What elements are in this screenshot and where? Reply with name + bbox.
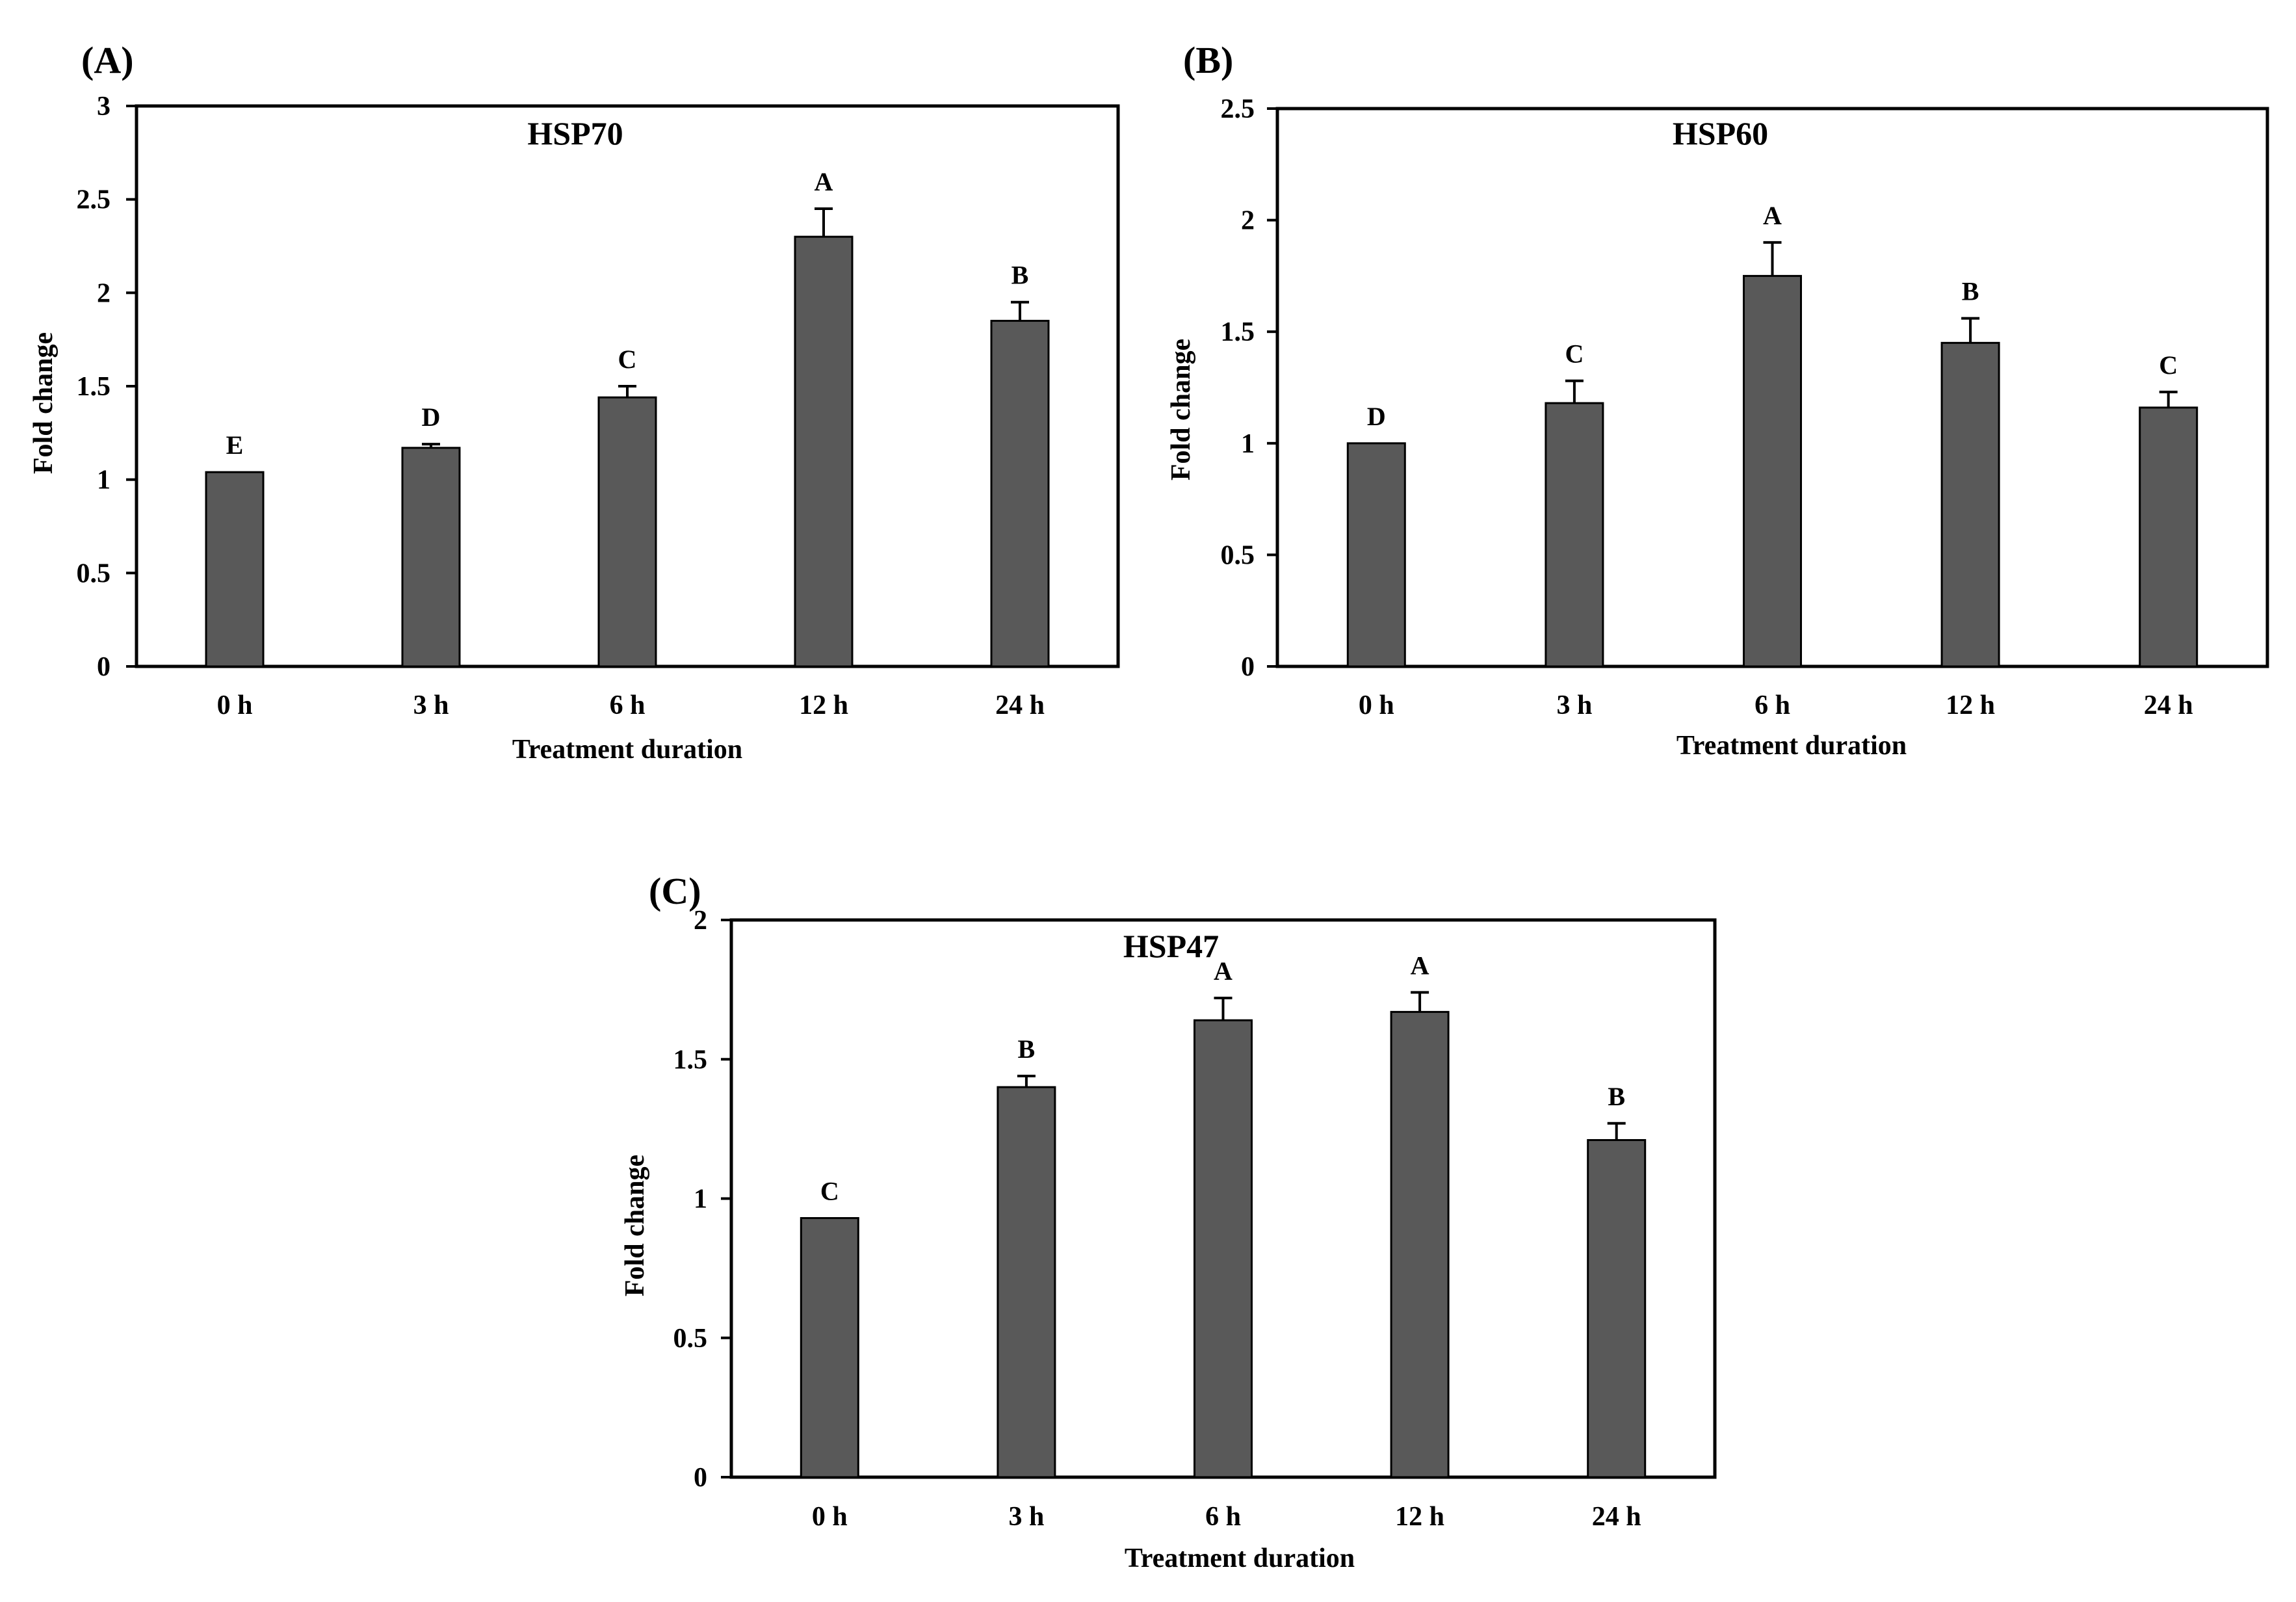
y-tick-label: 2.5 (77, 185, 111, 215)
x-tick-label: 12 h (799, 690, 848, 720)
x-tick-label: 3 h (1008, 1502, 1044, 1532)
panel-b-label: (B) (1183, 39, 1233, 81)
significance-letter: D (1367, 402, 1386, 431)
significance-letter: E (226, 430, 244, 460)
bar-6h (1194, 1019, 1253, 1478)
x-tick-label: 3 h (413, 690, 449, 720)
y-tick-label: 0 (694, 1463, 707, 1493)
significance-letter: A (815, 167, 833, 196)
significance-letter: B (1018, 1034, 1036, 1064)
x-tick-label: 0 h (1359, 690, 1394, 720)
y-axis-label: Fold change (29, 332, 59, 474)
panel-c: (C) 0 0.5 1 1.5 2 C 0 h B 3 h A 6 h A 12 h B 24 h HSP47… (620, 870, 1717, 1573)
significance-letter: B (1608, 1082, 1625, 1111)
bar-0h (1346, 442, 1406, 668)
y-tick-label: 2 (1241, 206, 1255, 236)
panel-a: (A) 0 0.5 1 1.5 2 2.5 3 E 0 h D 3 h C 6 h A 12 h B 24 h H… (29, 39, 1120, 765)
chart-title: HSP60 (1673, 115, 1768, 151)
significance-letter: C (618, 345, 637, 374)
bar-12h (1390, 1010, 1450, 1478)
y-tick-label: 1 (694, 1185, 707, 1215)
y-tick-label: 3 (97, 92, 111, 122)
bar-24h (990, 319, 1050, 668)
chart-a: 0 0.5 1 1.5 2 2.5 3 E 0 h D 3 h C 6 h A 12 h B 24 h HSP70… (29, 92, 1120, 765)
y-tick-label: 1.5 (673, 1045, 708, 1075)
significance-letter: A (1214, 956, 1233, 986)
x-tick-label: 0 h (812, 1502, 848, 1532)
x-tick-label: 6 h (1205, 1502, 1241, 1532)
x-tick-label: 24 h (995, 690, 1045, 720)
x-tick-label: 24 h (2144, 690, 2193, 720)
x-axis-label: Treatment duration (1125, 1543, 1355, 1573)
chart-c: 0 0.5 1 1.5 2 C 0 h B 3 h A 6 h A 12 h B 24 h HSP47 Trea… (620, 906, 1717, 1573)
x-axis-label: Treatment duration (512, 735, 742, 765)
bar-12h (794, 235, 854, 668)
bar-0h (800, 1216, 859, 1478)
y-axis-label: Fold change (1166, 339, 1196, 480)
bar-3h (401, 447, 461, 668)
x-tick-label: 24 h (1592, 1502, 1641, 1532)
bar-6h (597, 396, 657, 668)
y-tick-label: 1.5 (1221, 317, 1255, 347)
significance-letter: C (1565, 339, 1584, 369)
y-tick-label: 0.5 (673, 1324, 708, 1354)
x-tick-label: 12 h (1395, 1502, 1444, 1532)
bar-6h (1743, 274, 1802, 668)
y-tick-label: 2.5 (1221, 94, 1255, 124)
x-tick-label: 6 h (1755, 690, 1790, 720)
bar-0h (205, 471, 265, 668)
y-tick-label: 1.5 (77, 372, 111, 402)
significance-letter: A (1411, 951, 1429, 980)
chart-b: 0 0.5 1 1.5 2 2.5 D 0 h C 3 h A 6 h B 12 h C 24 h HSP60 T… (1166, 94, 2269, 761)
y-tick-label: 0 (97, 652, 111, 682)
bar-3h (997, 1086, 1056, 1478)
panel-c-label: (C) (649, 870, 701, 912)
bar-12h (1940, 341, 2000, 668)
significance-letter: B (1011, 261, 1029, 290)
y-tick-label: 0.5 (1221, 540, 1255, 570)
y-tick-label: 2 (97, 278, 111, 308)
chart-title: HSP47 (1123, 928, 1219, 964)
x-tick-label: 12 h (1946, 690, 1995, 720)
significance-letter: C (2159, 350, 2178, 380)
y-tick-label: 1 (97, 466, 111, 495)
y-axis-label: Fold change (620, 1155, 650, 1296)
x-tick-label: 6 h (610, 690, 646, 720)
significance-letter: D (422, 402, 441, 432)
chart-title: HSP70 (527, 115, 623, 151)
significance-letter: C (820, 1176, 839, 1205)
y-tick-label: 2 (694, 906, 707, 936)
bar-24h (2139, 406, 2198, 668)
panel-b: (B) 0 0.5 1 1.5 2 2.5 D 0 h C 3 h A 6 h B 12 h C 24 h HS… (1166, 39, 2269, 761)
bar-24h (1587, 1139, 1647, 1478)
y-tick-label: 1 (1241, 429, 1255, 459)
x-axis-label: Treatment duration (1676, 731, 1907, 761)
significance-letter: A (1763, 201, 1782, 230)
significance-letter: B (1962, 277, 1979, 306)
x-tick-label: 3 h (1556, 690, 1592, 720)
y-tick-label: 0.5 (77, 558, 111, 588)
bar-3h (1545, 402, 1604, 668)
y-tick-label: 0 (1241, 652, 1255, 682)
panel-a-label: (A) (81, 39, 134, 81)
x-tick-label: 0 h (217, 690, 253, 720)
